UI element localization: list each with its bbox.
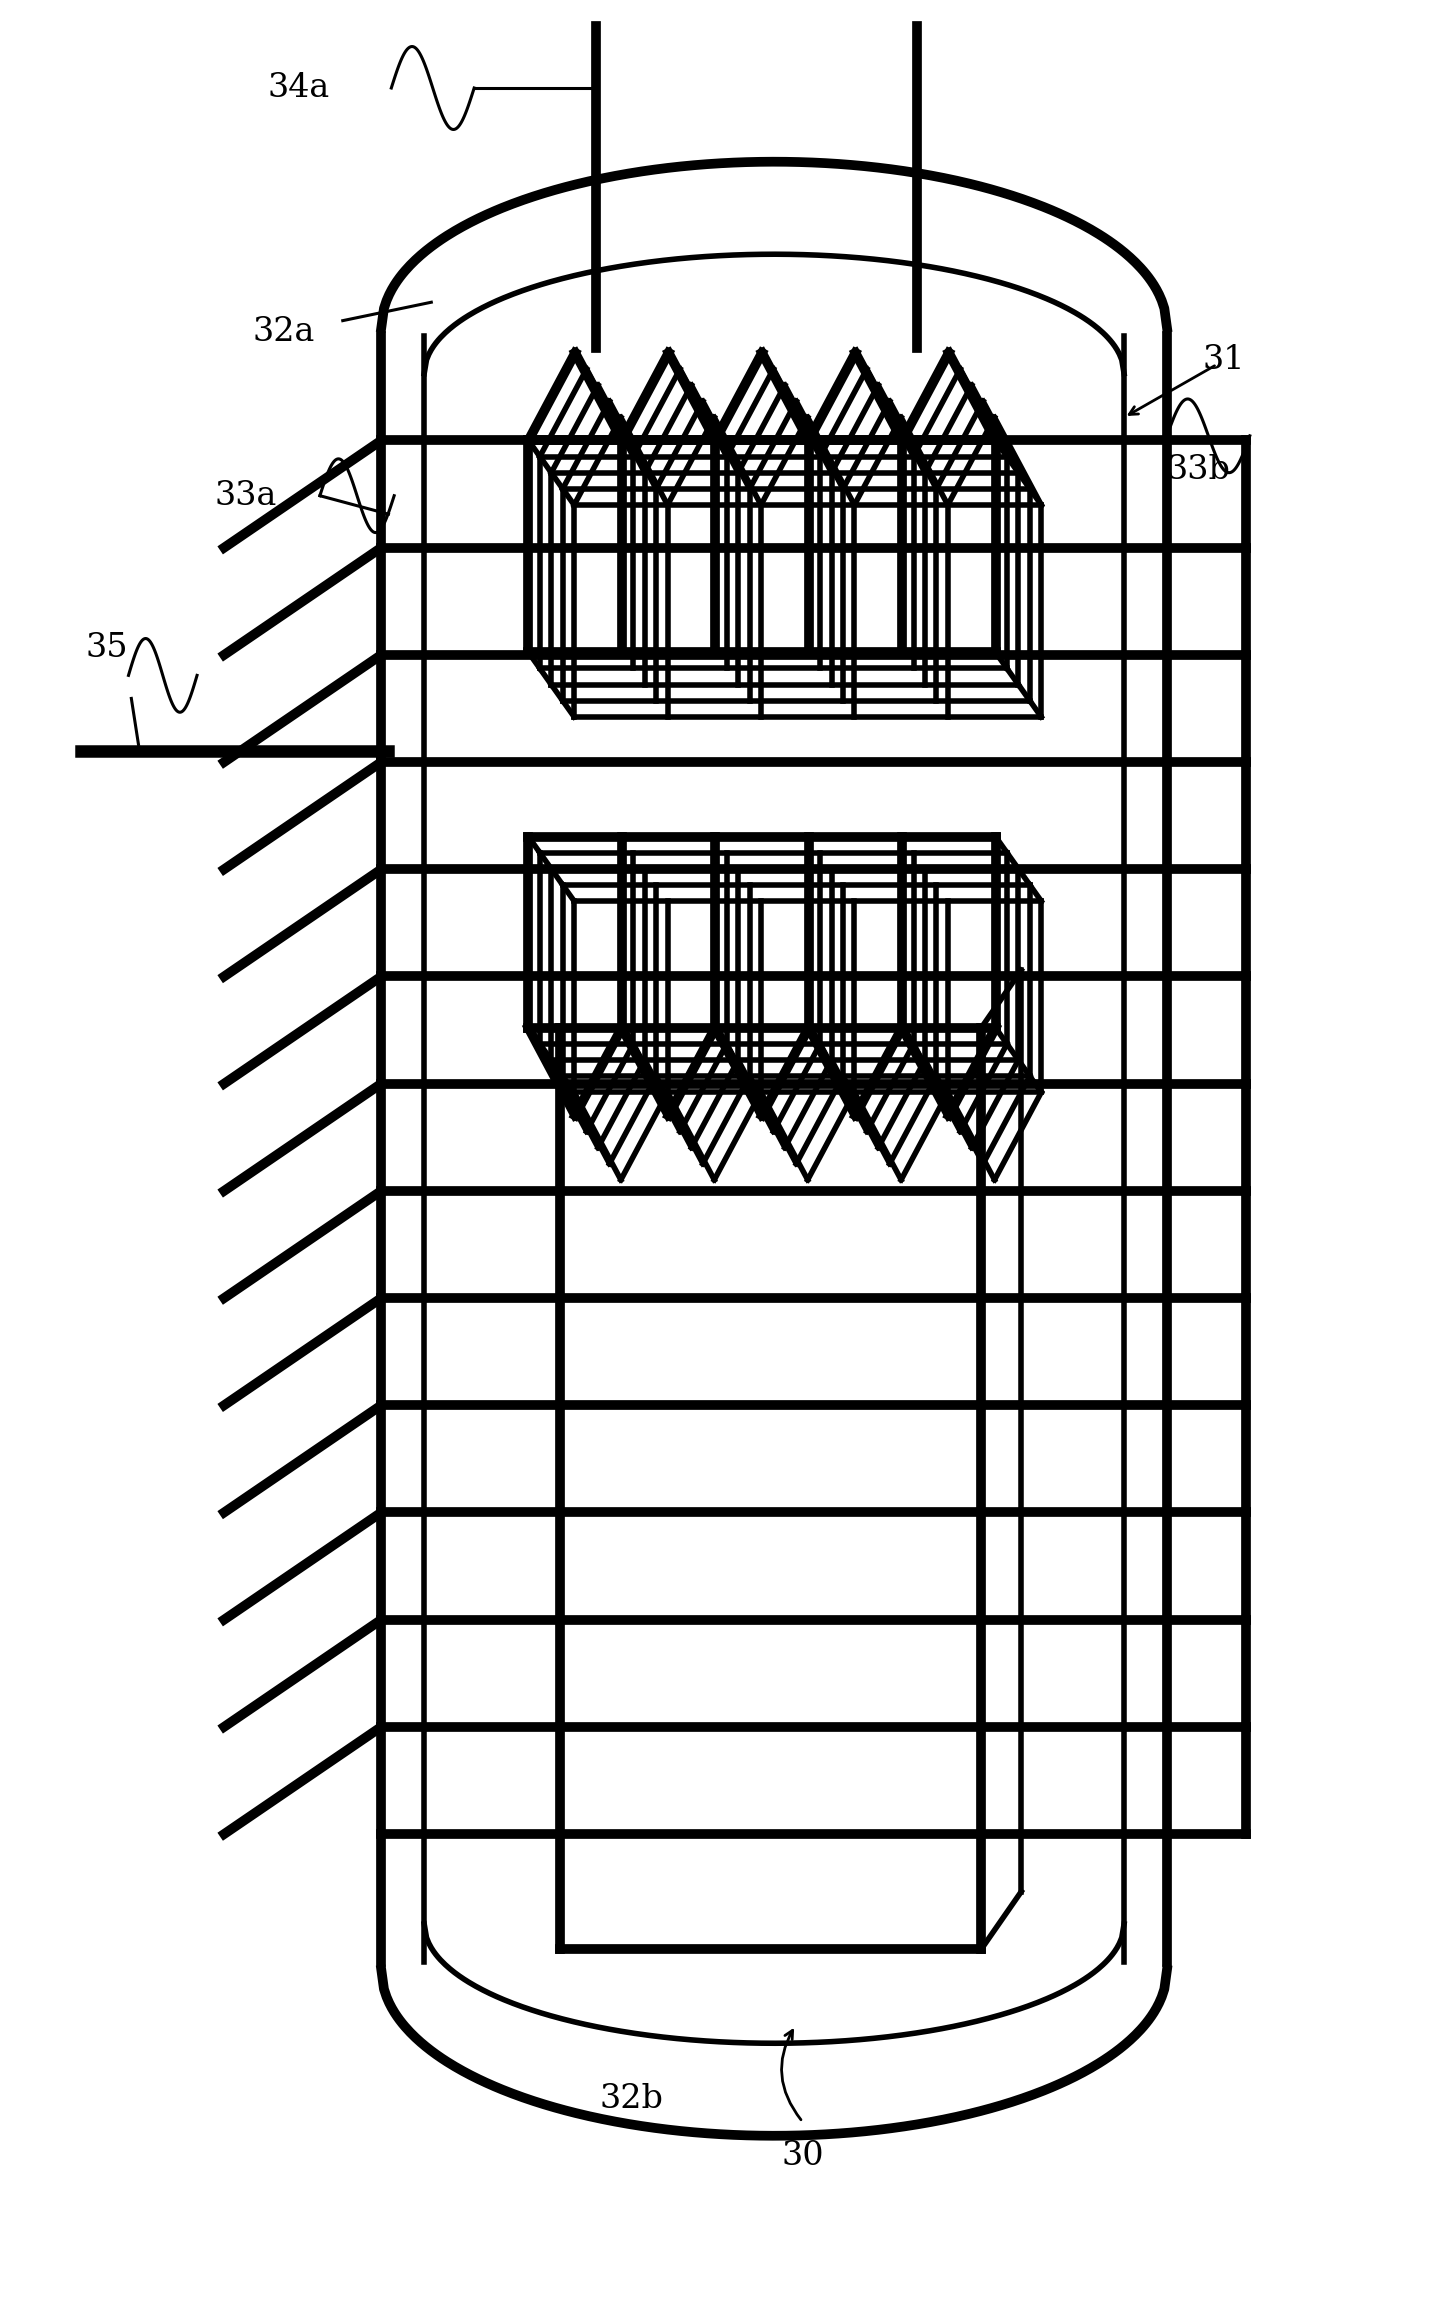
Text: 33a: 33a xyxy=(214,480,277,513)
Text: 32b: 32b xyxy=(599,2083,664,2115)
Text: 30: 30 xyxy=(782,2140,825,2173)
Text: 31: 31 xyxy=(1203,344,1245,376)
Text: 32a: 32a xyxy=(252,316,315,349)
Text: 35: 35 xyxy=(86,633,128,663)
Text: 34a: 34a xyxy=(267,72,330,104)
Text: 33b: 33b xyxy=(1167,455,1230,487)
